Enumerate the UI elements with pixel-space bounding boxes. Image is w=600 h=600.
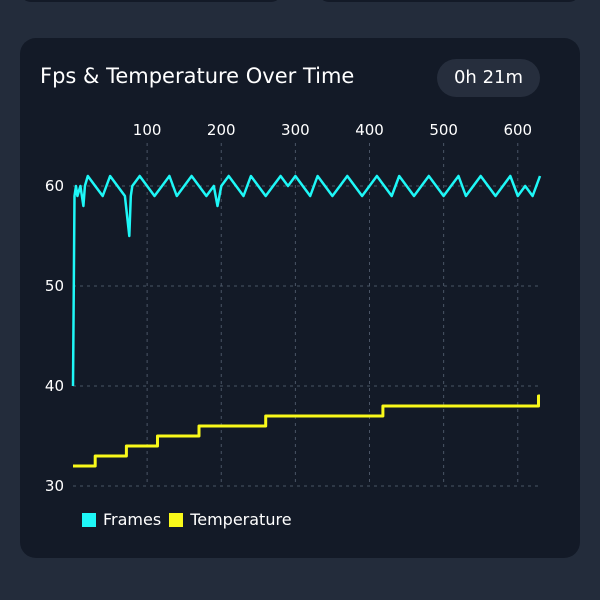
y-axis-tick-labels: 30 40 50 60 [45,177,64,495]
temperature-series-line [73,394,540,468]
legend-swatch-frames [82,512,96,527]
legend-item-frames[interactable]: Frames [82,510,161,529]
legend-item-temperature[interactable]: Temperature [169,510,292,529]
top-card-right [318,0,580,2]
y-tick-label: 40 [45,377,64,395]
y-tick-label: 60 [45,177,64,195]
legend-swatch-temperature [169,512,184,527]
x-tick-label: 100 [133,121,162,139]
frames-series-line [71,174,542,387]
grid-lines [73,143,540,487]
duration-badge[interactable]: 0h 21m [437,59,540,97]
x-tick-label: 500 [429,121,458,139]
fps-temperature-chart: 100 200 300 400 500 600 30 40 50 60 [45,121,542,495]
y-tick-label: 50 [45,277,64,295]
chart-legend: Frames Temperature [82,510,300,529]
y-tick-label: 30 [45,477,64,495]
fps-temperature-card: Fps & Temperature Over Time 0h 21m 100 20… [20,38,580,558]
x-tick-label: 200 [207,121,236,139]
series-lines [71,174,542,468]
x-tick-label: 400 [355,121,384,139]
top-card-left [20,0,282,2]
legend-label-temperature: Temperature [190,510,292,529]
x-tick-label: 600 [503,121,532,139]
legend-label-frames: Frames [103,510,162,529]
x-tick-label: 300 [281,121,310,139]
x-axis-tick-labels: 100 200 300 400 500 600 [133,121,532,139]
card-title: Fps & Temperature Over Time [40,64,355,88]
